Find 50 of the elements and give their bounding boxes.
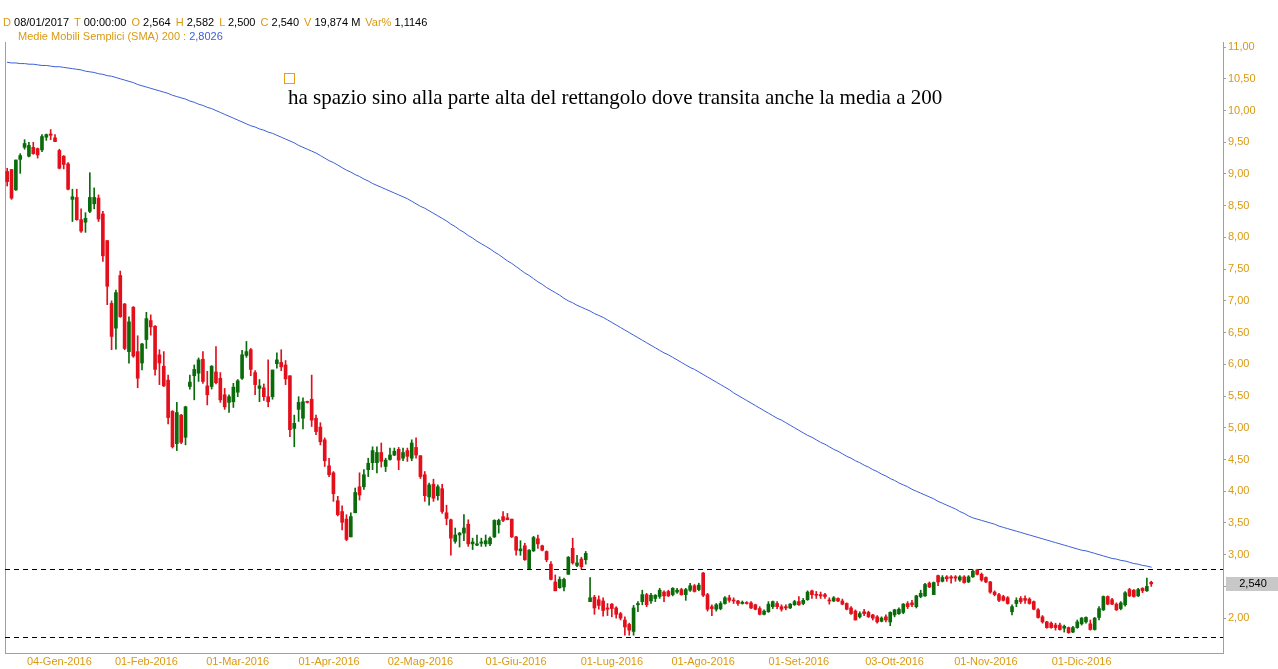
x-tick-label: 01-Feb-2016 bbox=[114, 654, 178, 667]
y-tick-label: 9,50 bbox=[1228, 135, 1250, 148]
candlestick bbox=[814, 591, 819, 599]
candlestick bbox=[575, 554, 579, 568]
y-tick-label: 11,00 bbox=[1228, 40, 1255, 53]
text: 2,540 bbox=[1239, 577, 1267, 590]
text: V 19,874 M bbox=[304, 16, 361, 28]
x-tick-label: 01-Set-2016 bbox=[768, 654, 830, 667]
y-tick-label: 5,50 bbox=[1228, 389, 1250, 402]
y-tick-label: 6,00 bbox=[1228, 357, 1250, 370]
x-tick-label: 04-Gen-2016 bbox=[26, 654, 92, 667]
x-tick-label: 01-Nov-2016 bbox=[954, 654, 1018, 667]
candlestick bbox=[192, 364, 197, 401]
x-tick-label: 02-Mag-2016 bbox=[387, 654, 454, 667]
text: C 2,540 bbox=[260, 16, 300, 28]
y-tick-label: 3,00 bbox=[1228, 547, 1250, 560]
y-tick-label: 3,50 bbox=[1228, 515, 1250, 528]
y-tick-label: 10,50 bbox=[1228, 71, 1256, 84]
y-tick-label: 5,00 bbox=[1228, 420, 1250, 433]
x-tick-label: 01-Mar-2016 bbox=[206, 654, 270, 667]
y-tick-label: 8,50 bbox=[1228, 198, 1250, 211]
y-tick-label: 2,00 bbox=[1228, 611, 1250, 624]
text: H 2,582 bbox=[175, 16, 215, 28]
y-tick-label: 7,50 bbox=[1228, 262, 1250, 275]
y-tick-label: 9,00 bbox=[1228, 167, 1250, 179]
x-tick-label: 01-Ago-2016 bbox=[671, 654, 735, 667]
y-tick-label: 10,00 bbox=[1228, 103, 1256, 116]
y-tick-label: 4,00 bbox=[1228, 484, 1250, 497]
annotation: ha spazio sino alla parte alta del rettangolo dove transita anche la media a 200 bbox=[288, 84, 943, 110]
x-tick-label: 01-Lug-2016 bbox=[580, 654, 644, 667]
y-tick-label: 6,50 bbox=[1228, 325, 1250, 338]
x-tick-label: 03-Ott-2016 bbox=[865, 654, 924, 667]
candlestick bbox=[292, 414, 297, 448]
candlestick bbox=[266, 359, 271, 408]
x-tick-label: 01-Apr-2016 bbox=[298, 654, 360, 667]
text: Var% 1,1146 bbox=[365, 16, 428, 28]
annotation: Medie Mobili Semplici (SMA) 200 : 2,8026 bbox=[18, 30, 223, 42]
y-tick-label: 8,00 bbox=[1228, 230, 1250, 243]
x-tick-label: 01-Dic-2016 bbox=[1051, 654, 1112, 667]
x-tick-label: 01-Giu-2016 bbox=[485, 654, 547, 667]
text: L 2,500 bbox=[219, 16, 256, 28]
candlestick bbox=[462, 514, 466, 542]
candlestick bbox=[48, 129, 53, 141]
candlestick bbox=[479, 537, 484, 547]
text: T 00:00:00 bbox=[74, 16, 127, 28]
text: D 08/01/2017 bbox=[3, 16, 70, 28]
text: O 2,564 bbox=[131, 16, 171, 28]
candlestick bbox=[588, 577, 592, 602]
y-tick-label: 7,00 bbox=[1228, 293, 1250, 306]
y-tick-label: 4,50 bbox=[1228, 452, 1250, 465]
